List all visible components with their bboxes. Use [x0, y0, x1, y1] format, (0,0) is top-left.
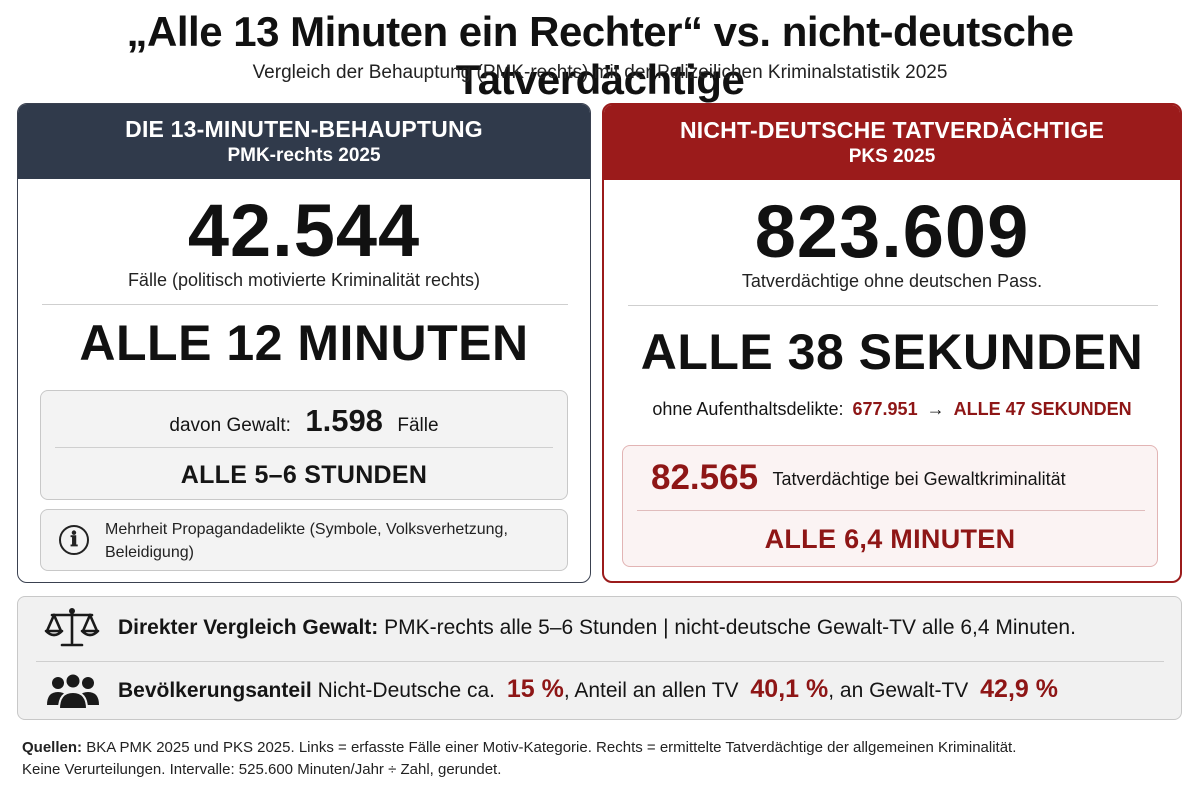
pks-header-subtitle: PKS 2025: [848, 146, 936, 167]
divider: [36, 661, 1164, 662]
sources-label: Quellen:: [22, 739, 83, 756]
divider: [628, 305, 1158, 306]
non-german-suspects-panel: NICHT-DEUTSCHE TATVERDÄCHTIGE PKS 2025 8…: [602, 103, 1182, 583]
page-subtitle: Vergleich der Behauptung (PMK-rechts) mi…: [252, 62, 948, 83]
page-title: „Alle 13 Minuten ein Rechter“ vs. nicht-…: [126, 8, 1074, 103]
pks-suspect-caption: Tatverdächtige ohne deutschen Pass.: [741, 271, 1043, 291]
scale-icon: [44, 608, 100, 647]
residence-prefix: ohne Aufenthaltsdelikte:: [652, 399, 844, 419]
comparison-label: Direkter Vergleich Gewalt:: [118, 616, 379, 639]
info-note-text: Mehrheit Propagandadelikte (Symbole, Vol…: [105, 521, 508, 561]
pks-suspect-count: 823.609: [754, 190, 1030, 273]
pks-panel-header: NICHT-DEUTSCHE TATVERDÄCHTIGE PKS 2025: [604, 105, 1180, 180]
pks-violence-label: Tatverdächtige bei Gewaltkriminalität: [772, 469, 1066, 489]
pmk-header-title: DIE 13-MINUTEN-BEHAUPTUNG: [125, 116, 483, 142]
residence-offences-row: ohne Aufenthaltsdelikte: 677.951 → ALLE …: [604, 399, 1180, 420]
population-share-row: Bevölkerungsanteil Nicht-Deutsche ca. 15…: [118, 675, 1058, 704]
pmk-case-count: 42.544: [187, 189, 421, 272]
residence-count: 677.951: [852, 399, 918, 419]
pks-violence-interval: ALLE 6,4 MINUTEN: [764, 524, 1016, 554]
info-icon: ℹ: [59, 525, 89, 555]
pmk-rechts-panel: DIE 13-MINUTEN-BEHAUPTUNG PMK-rechts 202…: [17, 103, 591, 583]
pks-header-title: NICHT-DEUTSCHE TATVERDÄCHTIGE: [679, 117, 1105, 143]
violence-prefix: davon Gewalt:: [169, 415, 291, 436]
comparison-text: PMK-rechts alle 5–6 Stunden | nicht-deut…: [384, 616, 1076, 639]
divider: [55, 447, 553, 448]
pmk-interval-headline: ALLE 12 MINUTEN: [79, 315, 529, 371]
sources-line-1: BKA PMK 2025 und PKS 2025. Links = erfas…: [86, 739, 1017, 756]
share-all-suspects-pct: 40,1 %: [750, 675, 829, 703]
pmk-header-subtitle: PMK-rechts 2025: [227, 145, 381, 166]
comparison-box: Direkter Vergleich Gewalt: PMK-rechts al…: [17, 596, 1182, 720]
pmk-violence-box: davon Gewalt: 1.598 Fälle ALLE 5–6 STUND…: [40, 390, 568, 500]
arrow-right-icon: →: [926, 399, 945, 419]
population-text-1: Nicht-Deutsche ca.: [317, 679, 495, 702]
pmk-case-caption: Fälle (politisch motivierte Kriminalität…: [127, 270, 481, 290]
share-violent-suspects-pct: 42,9 %: [980, 675, 1058, 703]
sources-line-2: Keine Verurteilungen. Intervalle: 525.60…: [22, 761, 502, 778]
sources-footnote: Quellen: BKA PMK 2025 und PKS 2025. Link…: [22, 737, 1182, 781]
pmk-panel-header: DIE 13-MINUTEN-BEHAUPTUNG PMK-rechts 202…: [18, 104, 590, 179]
violence-comparison-row: Direkter Vergleich Gewalt: PMK-rechts al…: [118, 616, 1076, 640]
violence-interval: ALLE 5–6 STUNDEN: [180, 461, 428, 489]
residence-interval: ALLE 47 SEKUNDEN: [953, 399, 1132, 419]
population-share-pct: 15 %: [506, 675, 564, 703]
violence-count: 1.598: [305, 403, 383, 438]
pks-violence-box: 82.565 Tatverdächtige bei Gewaltkriminal…: [622, 445, 1158, 567]
pks-interval-headline: ALLE 38 SEKUNDEN: [640, 324, 1144, 380]
divider: [42, 304, 568, 305]
population-label: Bevölkerungsanteil: [118, 679, 312, 702]
population-text-2: , Anteil an allen TV: [563, 679, 739, 702]
violence-suffix: Fälle: [397, 415, 439, 436]
divider: [637, 510, 1145, 511]
people-icon: [47, 672, 99, 710]
population-text-3: , an Gewalt-TV: [828, 679, 969, 702]
info-note-box: ℹ Mehrheit Propagandadelikte (Symbole, V…: [40, 509, 568, 571]
pks-violence-count: 82.565: [651, 458, 759, 497]
